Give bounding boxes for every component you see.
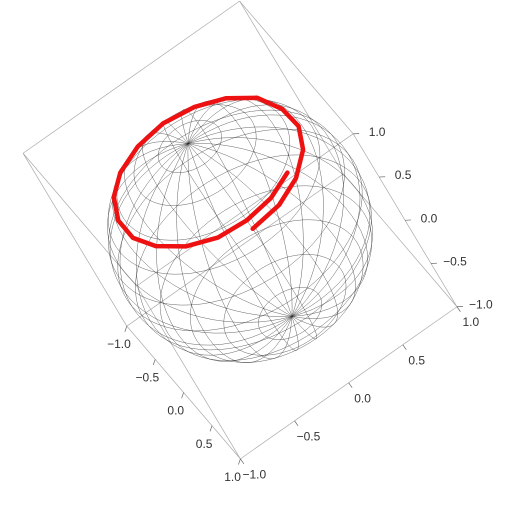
sphere-meridian (107, 143, 292, 323)
sphere-parallel (159, 185, 372, 361)
sphere-meridian (187, 143, 299, 351)
sphere-parallel (108, 99, 321, 275)
box-edge (343, 173, 458, 307)
tick-label: −1.0 (242, 467, 266, 481)
sphere-meridian (188, 137, 373, 317)
tick-label: 1.0 (224, 470, 241, 484)
box-edge (22, 0, 240, 154)
tick-label: 0.0 (167, 404, 184, 418)
curve (111, 95, 306, 249)
sphere-meridian (188, 126, 371, 317)
tick-label: 0.5 (395, 168, 412, 182)
tick-mark (152, 359, 156, 366)
tick-mark (294, 420, 299, 426)
sphere-meridian (181, 109, 293, 317)
sphere-parallel (223, 254, 347, 356)
tick-mark (209, 425, 213, 432)
box-edge (136, 285, 241, 460)
tick-mark (348, 382, 353, 388)
box-edge (239, 0, 354, 135)
sphere-parallel (108, 109, 345, 306)
tick-mark (238, 458, 241, 465)
tick-label: −0.5 (135, 370, 159, 384)
tick-label: 0.5 (196, 437, 213, 451)
sphere-parallel (158, 120, 222, 173)
tick-mark (240, 458, 245, 464)
sphere-meridian (187, 104, 344, 317)
tick-label: 1.0 (462, 315, 479, 329)
sphere-parallel (258, 287, 322, 340)
sphere-meridian (187, 143, 293, 359)
tick-mark (124, 326, 128, 332)
box-edge (239, 0, 344, 175)
tick-mark (181, 392, 184, 399)
sphere-parallel (117, 128, 363, 332)
tick-label: 1.0 (369, 125, 386, 139)
tick-label: 0.0 (354, 391, 371, 405)
sphere-meridian (188, 143, 356, 319)
tick-mark (402, 344, 407, 350)
sphere-parallel (135, 154, 372, 351)
box-edge (136, 133, 354, 287)
tick-mark (456, 306, 461, 312)
tick-label: 0.5 (408, 353, 425, 367)
box-edge (126, 173, 344, 327)
box-edge (22, 153, 128, 327)
tick-label: 0.0 (421, 211, 438, 225)
tick-label: −0.5 (297, 429, 321, 443)
sphere-parallel (190, 219, 364, 363)
tick-label: −1.0 (469, 298, 493, 312)
tick-label: −0.5 (443, 255, 467, 269)
sphere-meridian (124, 141, 292, 317)
tick-label: −1.0 (107, 337, 131, 351)
sphere-meridian (188, 114, 361, 317)
sphere-meridian (136, 143, 293, 356)
